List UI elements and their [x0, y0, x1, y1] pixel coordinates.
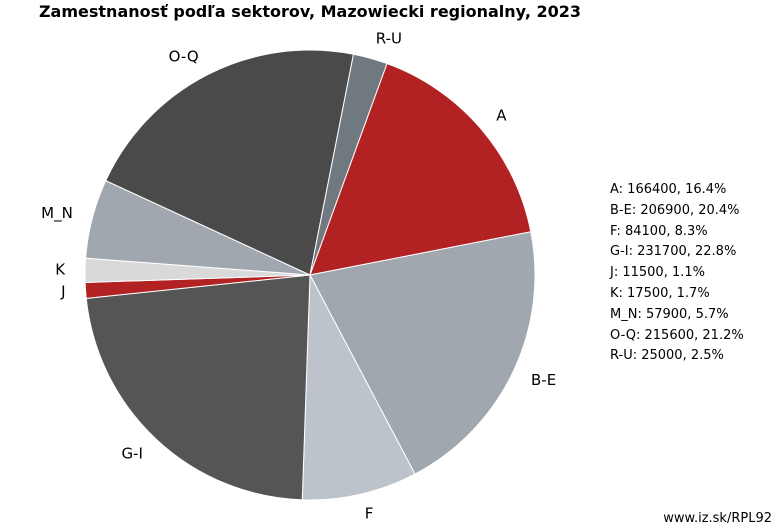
legend-item: J: 11500, 1.1%: [610, 263, 775, 284]
legend-item: B-E: 206900, 20.4%: [610, 201, 775, 222]
slice-label-J: J: [60, 282, 65, 300]
pie-slice-G-I: [86, 275, 310, 500]
slice-label-R-U: R-U: [376, 30, 402, 47]
slice-label-M-N: M_N: [41, 204, 73, 223]
legend-item: R-U: 25000, 2.5%: [610, 346, 775, 367]
legend-item: M_N: 57900, 5.7%: [610, 305, 775, 326]
slice-label-A: A: [496, 106, 507, 124]
slice-label-G-I: G-I: [121, 445, 142, 463]
legend-item: G-I: 231700, 22.8%: [610, 242, 775, 263]
chart-title: Zamestnanosť podľa sektorov, Mazowiecki …: [0, 2, 620, 21]
legend-item: A: 166400, 16.4%: [610, 180, 775, 201]
slice-label-O-Q: O-Q: [169, 47, 199, 65]
slice-label-K: K: [55, 260, 66, 278]
chart-container: Zamestnanosť podľa sektorov, Mazowiecki …: [0, 0, 782, 532]
source-link: www.iz.sk/RPL92: [663, 511, 772, 526]
pie-chart-svg: A B-E F G-I JK M_N O-Q R-U: [20, 30, 600, 520]
legend: A: 166400, 16.4%B-E: 206900, 20.4%F: 841…: [610, 180, 775, 367]
legend-item: K: 17500, 1.7%: [610, 284, 775, 305]
slice-label-B-E: B-E: [531, 371, 556, 389]
pie-chart-area: A B-E F G-I JK M_N O-Q R-U: [20, 30, 600, 520]
legend-item: O-Q: 215600, 21.2%: [610, 326, 775, 347]
slice-label-F: F: [365, 504, 374, 520]
legend-item: F: 84100, 8.3%: [610, 222, 775, 243]
